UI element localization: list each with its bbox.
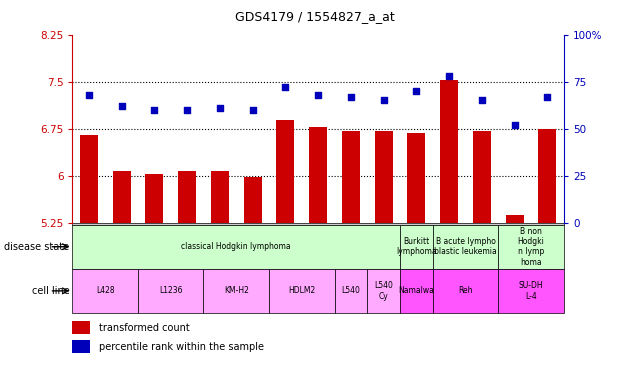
- Point: [379, 98, 389, 104]
- Bar: [408, 133, 425, 223]
- Text: transformed count: transformed count: [100, 323, 190, 333]
- Text: KM-H2: KM-H2: [224, 286, 249, 295]
- Bar: [72, 269, 138, 313]
- Bar: [335, 269, 367, 313]
- Bar: [72, 225, 400, 269]
- Text: Burkitt
lymphoma: Burkitt lymphoma: [396, 237, 437, 257]
- Bar: [203, 269, 269, 313]
- Text: disease state: disease state: [4, 242, 69, 252]
- Bar: [309, 127, 327, 223]
- Bar: [113, 170, 130, 223]
- Bar: [138, 269, 203, 313]
- Bar: [400, 269, 433, 313]
- Text: L428: L428: [96, 286, 115, 295]
- Point: [248, 107, 258, 113]
- Bar: [539, 129, 556, 223]
- Point: [346, 94, 356, 100]
- Bar: [433, 225, 498, 269]
- Bar: [367, 269, 400, 313]
- Text: B non
Hodgki
n lymp
homa: B non Hodgki n lymp homa: [518, 227, 544, 267]
- Text: percentile rank within the sample: percentile rank within the sample: [100, 342, 265, 352]
- Bar: [375, 131, 392, 223]
- Bar: [72, 340, 89, 353]
- Point: [149, 107, 159, 113]
- Point: [477, 98, 487, 104]
- Bar: [277, 121, 294, 223]
- Point: [313, 92, 323, 98]
- Text: L1236: L1236: [159, 286, 183, 295]
- Bar: [244, 177, 261, 223]
- Bar: [498, 225, 564, 269]
- Point: [117, 103, 127, 109]
- Bar: [211, 170, 229, 223]
- Text: cell line: cell line: [32, 286, 69, 296]
- Bar: [433, 269, 498, 313]
- Point: [182, 107, 192, 113]
- Text: HDLM2: HDLM2: [288, 286, 316, 295]
- Bar: [506, 215, 524, 223]
- Point: [542, 94, 553, 100]
- Text: L540
Cy: L540 Cy: [374, 281, 393, 301]
- Point: [84, 92, 94, 98]
- Bar: [72, 321, 89, 334]
- Bar: [342, 131, 360, 223]
- Bar: [269, 269, 335, 313]
- Text: L540: L540: [341, 286, 360, 295]
- Text: B acute lympho
blastic leukemia: B acute lympho blastic leukemia: [434, 237, 497, 257]
- Bar: [498, 269, 564, 313]
- Text: GDS4179 / 1554827_a_at: GDS4179 / 1554827_a_at: [235, 10, 395, 23]
- Text: SU-DH
L-4: SU-DH L-4: [518, 281, 544, 301]
- Bar: [178, 170, 196, 223]
- Bar: [400, 225, 433, 269]
- Bar: [473, 131, 491, 223]
- Point: [444, 73, 454, 79]
- Text: Reh: Reh: [458, 286, 473, 295]
- Point: [215, 105, 225, 111]
- Bar: [440, 80, 458, 223]
- Point: [280, 84, 290, 90]
- Text: Namalwa: Namalwa: [399, 286, 434, 295]
- Point: [510, 122, 520, 128]
- Bar: [80, 135, 98, 223]
- Text: classical Hodgkin lymphoma: classical Hodgkin lymphoma: [181, 242, 291, 251]
- Bar: [146, 174, 163, 223]
- Point: [411, 88, 421, 94]
